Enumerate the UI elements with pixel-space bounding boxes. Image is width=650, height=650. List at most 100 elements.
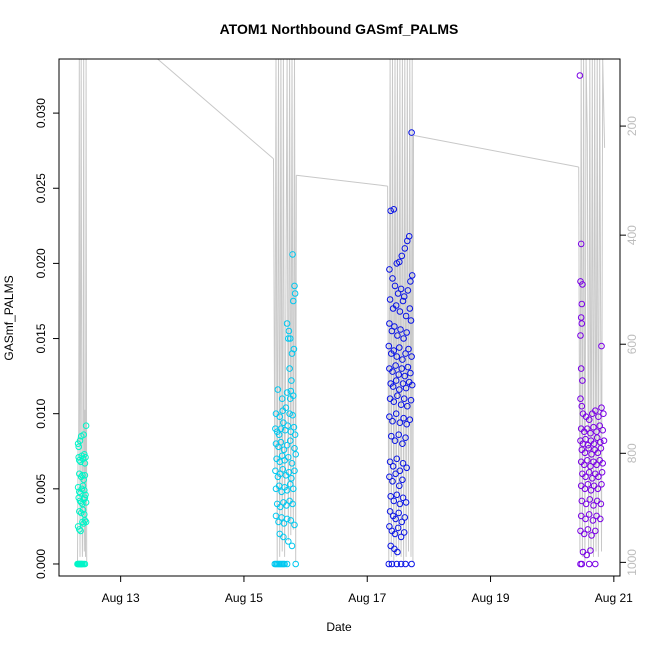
data-point: [391, 437, 399, 445]
data-point: [82, 518, 90, 526]
data-point: [386, 473, 393, 481]
pressure-connector-2: [296, 174, 388, 187]
data-point: [405, 233, 413, 240]
data-point: [82, 499, 90, 506]
data-point: [281, 560, 288, 568]
data-point: [578, 300, 586, 308]
data-point: [585, 560, 593, 568]
data-point: [584, 441, 592, 449]
data-point: [597, 445, 605, 452]
data-point: [587, 547, 594, 554]
data-point: [292, 560, 300, 568]
data-point: [280, 533, 287, 541]
data-point: [391, 323, 398, 330]
data-point: [399, 494, 407, 502]
data-point: [596, 422, 604, 430]
data-point: [386, 508, 394, 515]
data-point: [283, 441, 291, 449]
data-point: [389, 383, 397, 390]
data-point: [76, 526, 83, 533]
data-point: [286, 335, 294, 342]
data-point: [394, 548, 401, 556]
data-point: [390, 347, 398, 354]
data-point: [389, 463, 397, 470]
data-point: [399, 460, 407, 467]
data-point: [587, 463, 594, 470]
data-point: [397, 560, 405, 568]
data-point: [283, 389, 291, 396]
data-point: [577, 512, 585, 520]
data-point: [385, 342, 393, 350]
data-point: [592, 560, 599, 568]
data-point: [283, 320, 291, 327]
y-tick-label: 0.005: [34, 473, 48, 503]
y2-axis: 200 400 600 800 1000: [619, 116, 639, 576]
series-2: [271, 251, 300, 568]
data-point: [390, 497, 398, 505]
data-point: [272, 512, 280, 520]
data-point: [584, 481, 592, 488]
data-point: [593, 497, 601, 505]
data-point: [387, 493, 395, 500]
data-point: [75, 443, 82, 451]
data-point: [394, 290, 402, 297]
data-point: [408, 381, 416, 389]
data-point: [400, 293, 408, 300]
data-point: [277, 503, 284, 511]
data-point: [404, 402, 411, 410]
data-point: [598, 481, 605, 488]
data-point: [288, 542, 296, 550]
pressure-connector-3: [413, 134, 579, 168]
data-point: [285, 538, 292, 545]
data-point: [576, 72, 584, 79]
data-point: [82, 422, 90, 430]
data-point: [397, 401, 405, 409]
x-axis-label: Date: [326, 620, 352, 634]
data-point: [81, 487, 88, 494]
data-point: [394, 392, 401, 400]
data-point: [393, 353, 401, 360]
data-point: [396, 500, 404, 508]
data-point: [588, 451, 595, 458]
data-point: [578, 402, 586, 410]
data-point: [288, 377, 295, 384]
data-point: [584, 457, 591, 464]
data-point: [393, 491, 401, 499]
data-point: [395, 371, 403, 378]
data-point: [290, 297, 297, 305]
data-point: [283, 502, 290, 509]
data-point: [290, 423, 298, 431]
data-point: [291, 282, 298, 290]
data-point: [595, 473, 602, 481]
data-point: [285, 335, 292, 342]
pressure-trace-4: [578, 58, 606, 563]
data-point: [287, 387, 295, 395]
data-point: [587, 487, 595, 494]
data-point: [392, 377, 400, 384]
y-tick-label: 0.030: [34, 98, 48, 128]
data-point: [597, 500, 605, 508]
data-point: [402, 384, 410, 392]
data-point: [388, 432, 395, 440]
data-point: [592, 527, 599, 535]
data-point: [396, 344, 403, 351]
data-point: [397, 326, 404, 333]
data-point: [400, 395, 408, 403]
data-point: [398, 252, 406, 260]
data-point: [408, 272, 416, 279]
data-point: [81, 517, 89, 524]
data-point: [286, 365, 293, 372]
data-point: [598, 404, 605, 412]
y2-tick-label: 1000: [625, 549, 639, 576]
data-point: [579, 377, 586, 384]
data-point: [580, 530, 588, 538]
data-point: [401, 514, 409, 521]
x-tick-label: Aug 21: [595, 591, 633, 605]
data-point: [283, 487, 291, 494]
data-point: [580, 461, 588, 469]
data-point: [284, 422, 292, 430]
data-point: [586, 496, 594, 503]
data-point: [398, 518, 406, 526]
data-point: [283, 560, 291, 568]
